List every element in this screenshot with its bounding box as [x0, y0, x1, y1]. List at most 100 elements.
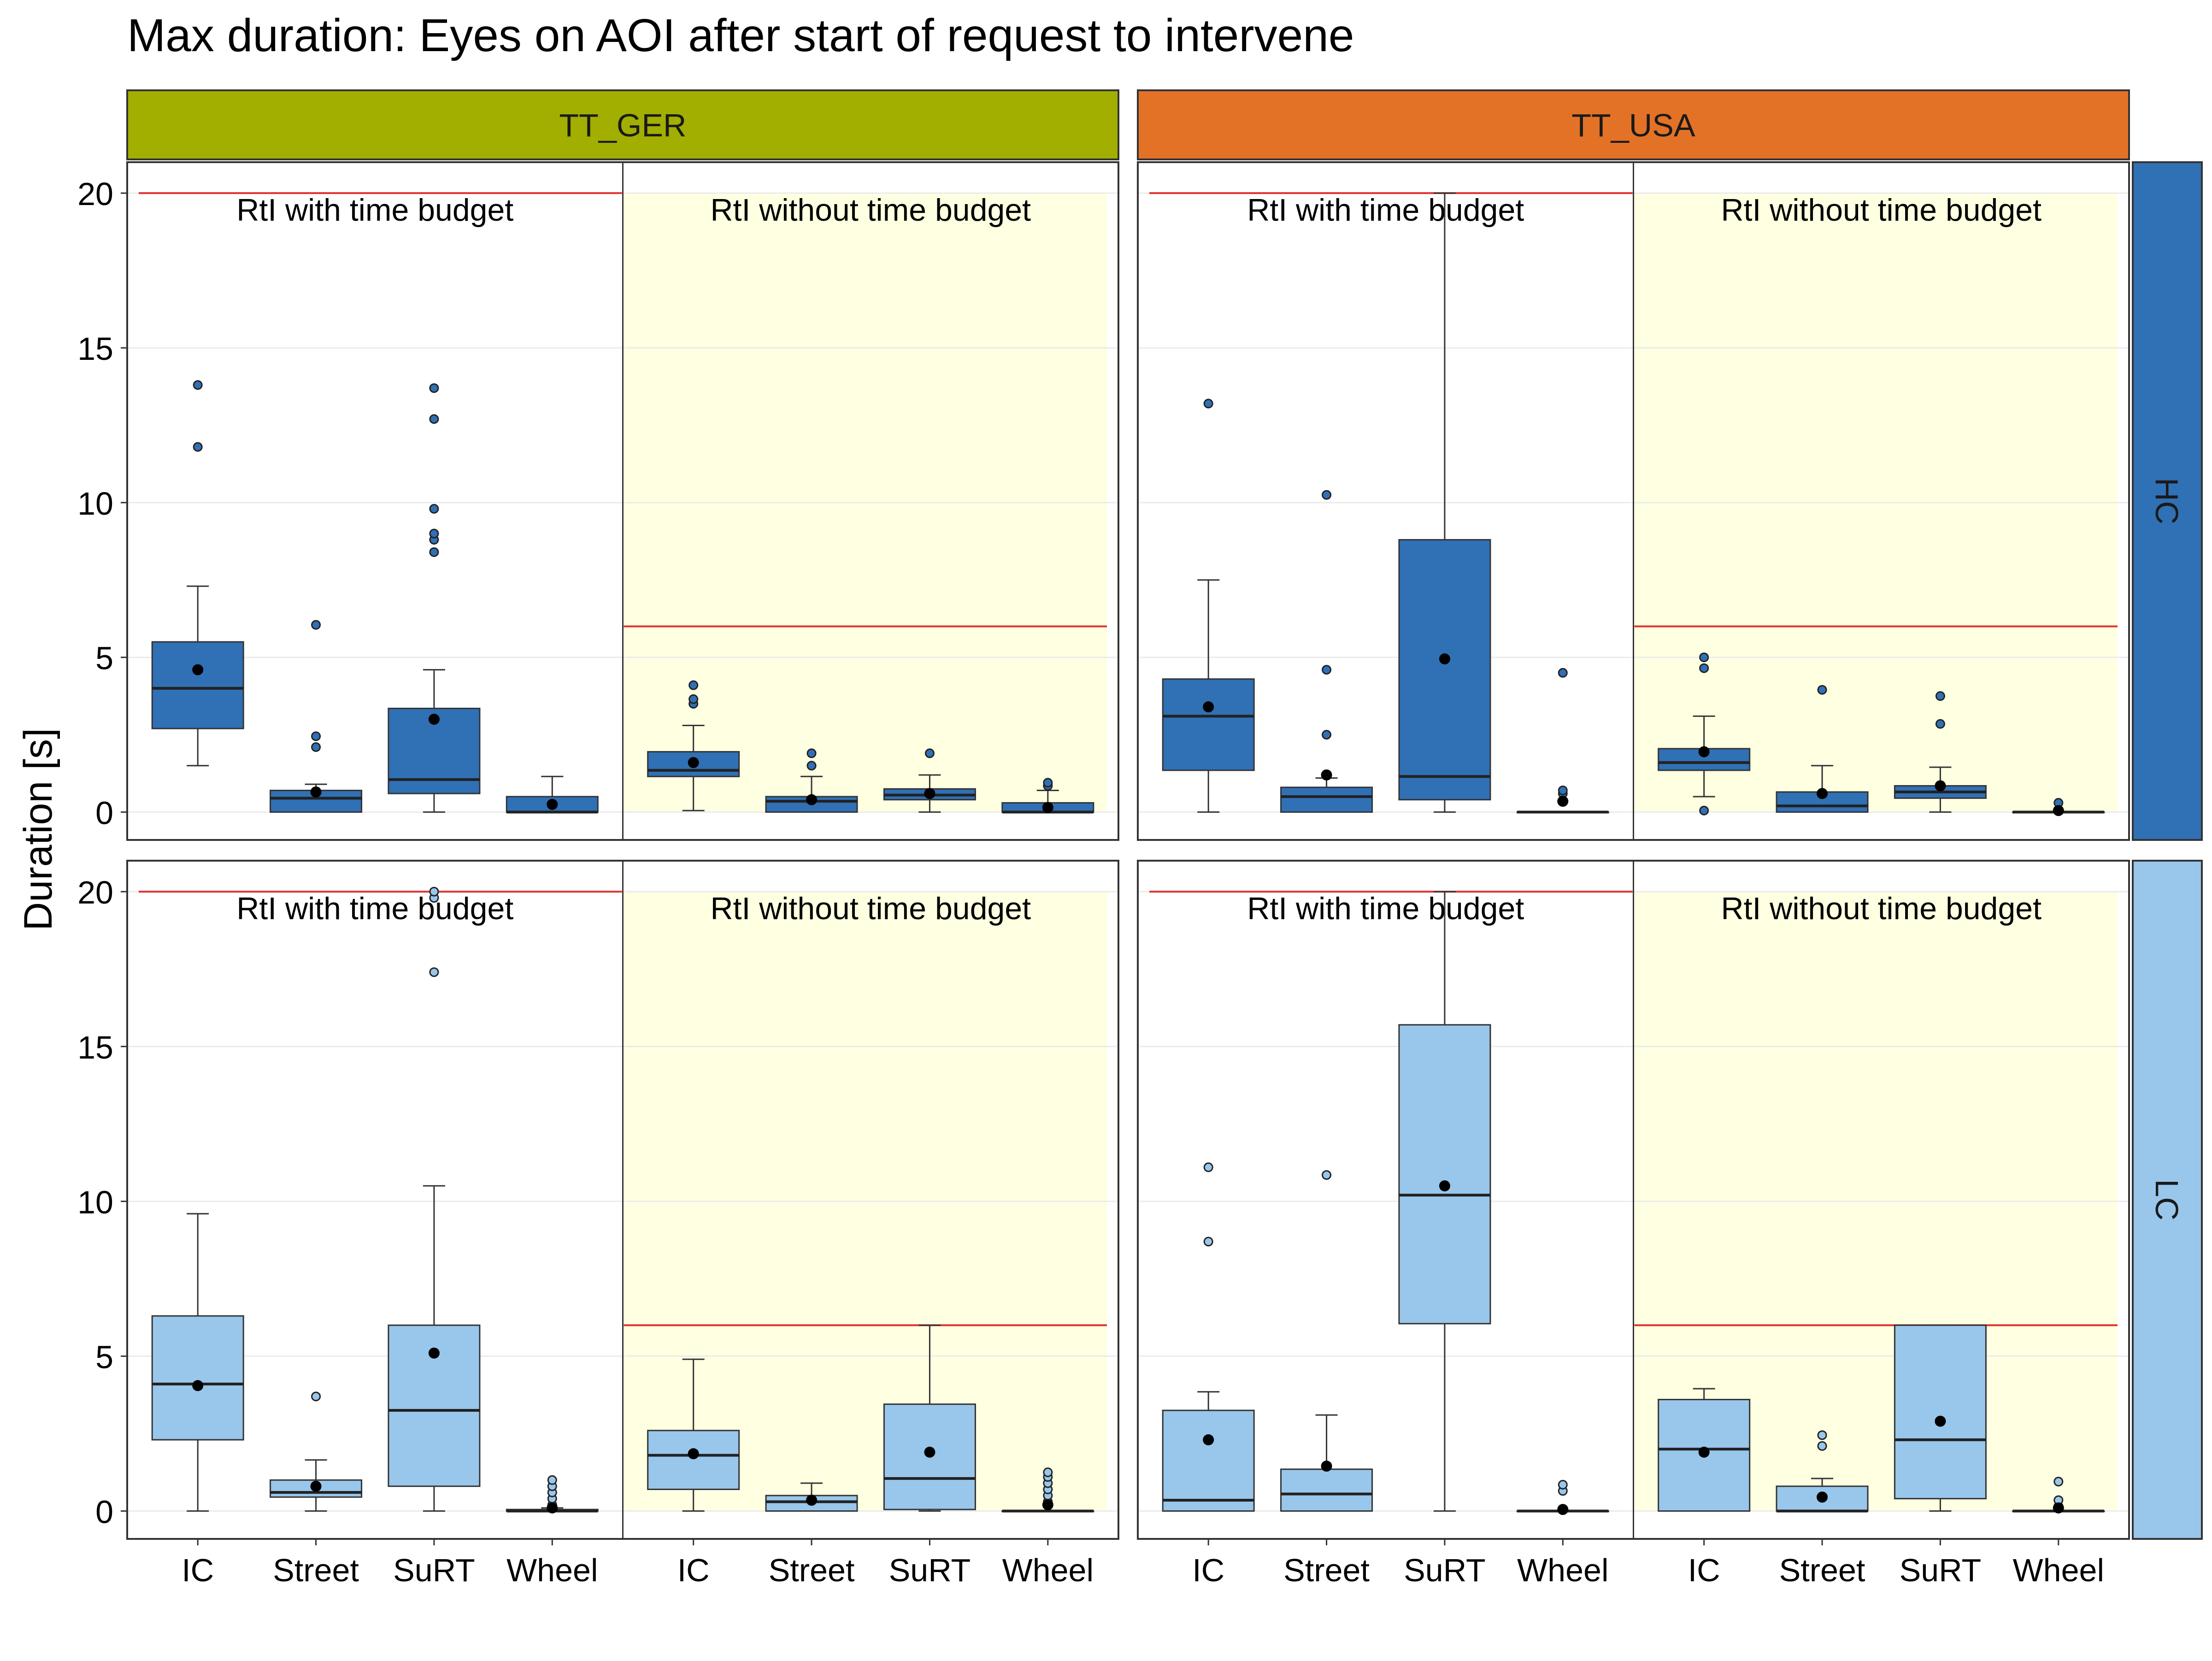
outlier-point: [1817, 1430, 1827, 1440]
box-wheel: [1001, 778, 1094, 814]
subpanel-label: RtI without time budget: [711, 891, 1031, 926]
mean-point: [1203, 1434, 1214, 1445]
outlier-point: [429, 528, 439, 539]
box-iqr: [1280, 1468, 1373, 1512]
box-iqr: [647, 1430, 740, 1490]
outlier-point: [1817, 1441, 1827, 1451]
facet-panel-tt_ger-lc: RtI with time budget RtI without time bud…: [77, 860, 1119, 1588]
box-iqr: [1280, 786, 1373, 813]
mean-point: [924, 1446, 935, 1458]
outlier-point: [1203, 1162, 1213, 1172]
panel-border: [126, 860, 1119, 1540]
outlier-point: [311, 1391, 321, 1402]
box-ic: [151, 380, 244, 767]
mean-point: [688, 757, 699, 769]
mean-point: [428, 714, 440, 725]
chart-title: Max duration: Eyes on AOI after start of…: [127, 10, 1354, 61]
box-street: [1776, 685, 1869, 813]
box-iqr: [1398, 1024, 1491, 1325]
outlier-point: [1699, 663, 1709, 673]
mean-point: [806, 794, 818, 805]
box-street: [765, 748, 858, 813]
outlier-point: [429, 414, 439, 424]
row-strip-lc: [2132, 860, 2203, 1540]
box-ic: [1658, 1388, 1751, 1512]
x-tick-label: Street: [1779, 1552, 1865, 1588]
mean-point: [924, 788, 935, 799]
outlier-point: [806, 761, 817, 771]
x-tick-label: SuRT: [1404, 1552, 1486, 1588]
outlier-point: [1203, 399, 1213, 409]
mean-point: [1439, 653, 1450, 665]
subpanel-label: RtI with time budget: [1247, 193, 1524, 228]
box-ic: [1162, 399, 1255, 813]
outlier-point: [429, 886, 439, 897]
outlier-point: [1043, 1467, 1053, 1477]
box-street: [1280, 1170, 1373, 1512]
outlier-point: [311, 620, 321, 630]
outlier-point: [1203, 1237, 1213, 1247]
outlier-point: [1322, 490, 1332, 500]
subpanel-label: RtI with time budget: [1247, 891, 1524, 926]
x-tick-label: Wheel: [1002, 1552, 1094, 1588]
mean-point: [1042, 1499, 1053, 1511]
outlier-point: [688, 680, 699, 690]
box-surt: [1398, 891, 1491, 1512]
outlier-point: [1817, 685, 1827, 695]
box-ic: [151, 1213, 244, 1512]
x-tick-label: IC: [1688, 1552, 1720, 1588]
row-strip-hc: [2132, 161, 2203, 841]
box-iqr: [1894, 1324, 1987, 1500]
mean-point: [806, 1494, 818, 1506]
facet-strip-tt_usa: [1137, 89, 2130, 160]
mean-point: [1321, 1461, 1332, 1472]
x-tick-label: Street: [1283, 1552, 1370, 1588]
y-tick-label: 20: [77, 176, 113, 212]
outlier-point: [193, 380, 203, 390]
mean-point: [192, 1380, 204, 1391]
outlier-point: [311, 731, 321, 741]
mean-point: [688, 1448, 699, 1460]
mean-point: [1698, 746, 1710, 757]
facet-strip-label: TT_USA: [1571, 107, 1695, 143]
outlier-point: [547, 1475, 557, 1485]
box-iqr: [1162, 1409, 1255, 1512]
mean-point: [1698, 1446, 1710, 1458]
mean-point: [1439, 1180, 1450, 1191]
box-wheel: [1516, 1479, 1609, 1515]
subpanel-label: RtI without time budget: [711, 193, 1031, 228]
mean-point: [310, 1480, 322, 1492]
y-tick-label: 0: [95, 795, 113, 831]
row-strip-label: LC: [2149, 1179, 2185, 1220]
mean-point: [1203, 701, 1214, 713]
outlier-point: [1935, 719, 1945, 729]
box-surt: [1398, 192, 1491, 813]
x-tick-label: Wheel: [506, 1552, 598, 1588]
mean-point: [2053, 805, 2064, 816]
mean-point: [1935, 1415, 1946, 1427]
outlier-point: [429, 504, 439, 514]
y-tick-label: 5: [95, 640, 113, 676]
box-street: [765, 1482, 858, 1512]
x-tick-label: Street: [769, 1552, 855, 1588]
panel-border: [126, 161, 1119, 841]
mean-point: [547, 798, 558, 810]
outlier-point: [806, 748, 817, 758]
box-surt: [1894, 1324, 1987, 1512]
outlier-point: [1558, 668, 1568, 678]
x-tick-label: Wheel: [1517, 1552, 1608, 1588]
box-iqr: [1398, 539, 1491, 801]
box-surt: [388, 383, 481, 813]
x-tick-label: Wheel: [2013, 1552, 2104, 1588]
y-axis-label: Duration [s]: [16, 728, 60, 931]
y-tick-label: 20: [77, 875, 113, 910]
mean-point: [1557, 796, 1569, 807]
facet-strip-label: TT_GER: [559, 107, 686, 143]
subpanel-label: RtI with time budget: [236, 891, 513, 926]
outlier-point: [688, 694, 699, 704]
box-street: [270, 1391, 363, 1512]
box-surt: [883, 748, 976, 813]
facet-strip-tt_ger: [126, 89, 1119, 160]
mean-point: [547, 1502, 558, 1514]
